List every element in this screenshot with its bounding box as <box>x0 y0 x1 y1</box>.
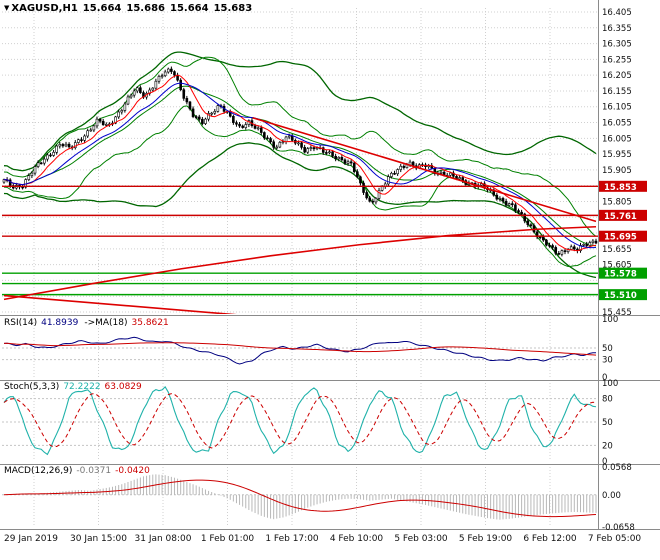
svg-text:20: 20 <box>602 441 613 451</box>
svg-text:0.00: 0.00 <box>602 491 621 501</box>
quote-close: 15.683 <box>213 3 253 14</box>
svg-text:0.0568: 0.0568 <box>602 463 632 473</box>
svg-text:100: 100 <box>602 379 618 389</box>
macd-value: -0.0371 <box>76 466 112 476</box>
macd-pane <box>3 474 597 520</box>
panel-separators <box>0 0 660 530</box>
macd-label: MACD(12,26,9) -0.0371 -0.0420 <box>4 466 150 476</box>
svg-text:1 Feb 17:00: 1 Feb 17:00 <box>265 534 319 544</box>
svg-text:15.905: 15.905 <box>602 166 632 176</box>
svg-text:15.455: 15.455 <box>602 308 632 318</box>
descending-trendline[interactable] <box>252 117 597 223</box>
svg-text:15.510: 15.510 <box>604 291 637 301</box>
svg-text:16.005: 16.005 <box>602 134 632 144</box>
price-scale[interactable]: 16.405 16.355 16.305 16.255 16.205 16.155 16.1… <box>599 8 647 318</box>
svg-text:50: 50 <box>602 418 613 428</box>
quote-open: 15.664 <box>82 3 122 14</box>
svg-text:16.355: 16.355 <box>602 24 632 34</box>
svg-text:15.761: 15.761 <box>604 212 637 222</box>
svg-text:-0.0658: -0.0658 <box>602 523 635 533</box>
svg-text:6 Feb 12:00: 6 Feb 12:00 <box>523 534 577 544</box>
time-scale[interactable]: 29 Jan 2019 30 Jan 15:00 31 Jan 08:00 1 Feb… <box>4 534 641 544</box>
svg-text:15.578: 15.578 <box>604 270 637 280</box>
svg-text:5 Feb 03:00: 5 Feb 03:00 <box>394 534 448 544</box>
quote-high: 15.686 <box>126 3 165 14</box>
svg-text:0: 0 <box>602 457 607 467</box>
stochastic-label: Stoch(5,3,3) 72.2222 63.0829 <box>4 382 142 392</box>
support-resistance-lines[interactable] <box>2 185 598 296</box>
svg-text:30 Jan 15:00: 30 Jan 15:00 <box>70 534 127 544</box>
svg-text:4 Feb 10:00: 4 Feb 10:00 <box>330 534 384 544</box>
trendlines[interactable] <box>3 117 597 317</box>
svg-text:100: 100 <box>602 315 618 325</box>
svg-text:15.805: 15.805 <box>602 197 632 207</box>
rsi-pane <box>3 336 597 365</box>
price-level-badge: 15.578 <box>599 267 647 280</box>
svg-text:15.695: 15.695 <box>604 233 637 243</box>
svg-text:15.955: 15.955 <box>602 150 632 160</box>
chart-grid <box>2 8 598 527</box>
svg-text:0: 0 <box>602 373 607 383</box>
price-level-badge: 15.510 <box>599 289 647 301</box>
price-level-badge: 15.695 <box>599 230 647 243</box>
macd-signal-value: -0.0420 <box>115 466 150 476</box>
price-level-badge: 15.853 <box>599 180 647 193</box>
chart-symbol-timeframe: XAGUSD,H1 <box>11 3 78 14</box>
stochastic-pane <box>3 385 597 456</box>
bollinger-bands <box>3 51 597 279</box>
svg-text:15.605: 15.605 <box>602 261 632 271</box>
chart-title: ▼ XAGUSD,H1 15.664 15.686 15.664 15.683 <box>4 3 252 14</box>
svg-text:7 Feb 05:00: 7 Feb 05:00 <box>588 534 642 544</box>
svg-text:16.105: 16.105 <box>602 103 632 113</box>
rsi-ma-value: 35.8621 <box>131 318 169 328</box>
svg-text:16.155: 16.155 <box>602 87 632 97</box>
macd-name: MACD(12,26,9) <box>4 466 73 476</box>
rsi-ma-name: ->MA(18) <box>84 318 128 328</box>
price-level-badge: 15.761 <box>599 209 647 222</box>
rsi-label: RSI(14) 41.8939 ->MA(18) 35.8621 <box>4 318 169 328</box>
svg-text:29 Jan 2019: 29 Jan 2019 <box>4 534 58 544</box>
stochastic-d-value: 63.0829 <box>104 382 142 392</box>
rsi-value: 41.8939 <box>41 318 79 328</box>
stochastic-name: Stoch(5,3,3) <box>4 382 60 392</box>
rising-trendline[interactable] <box>3 225 597 301</box>
svg-text:80: 80 <box>602 395 613 405</box>
svg-text:16.055: 16.055 <box>602 119 632 129</box>
svg-text:30: 30 <box>602 356 613 366</box>
svg-text:50: 50 <box>602 344 613 354</box>
svg-text:15.853: 15.853 <box>604 183 637 193</box>
symbol-marker-icon: ▼ <box>4 4 10 12</box>
moving-averages <box>3 74 597 252</box>
svg-text:31 Jan 08:00: 31 Jan 08:00 <box>135 534 192 544</box>
quote-low: 15.664 <box>169 3 209 14</box>
candles-series <box>2 66 598 257</box>
lower-descending-trendline[interactable] <box>3 294 253 317</box>
stochastic-k-value: 72.2222 <box>63 382 101 392</box>
svg-text:16.255: 16.255 <box>602 55 632 65</box>
svg-text:5 Feb 19:00: 5 Feb 19:00 <box>459 534 513 544</box>
svg-text:16.405: 16.405 <box>602 8 632 18</box>
svg-text:16.305: 16.305 <box>602 40 632 50</box>
svg-text:1 Feb 01:00: 1 Feb 01:00 <box>201 534 255 544</box>
rsi-name: RSI(14) <box>4 318 38 328</box>
svg-text:16.205: 16.205 <box>602 71 632 81</box>
svg-text:15.655: 15.655 <box>602 245 632 255</box>
